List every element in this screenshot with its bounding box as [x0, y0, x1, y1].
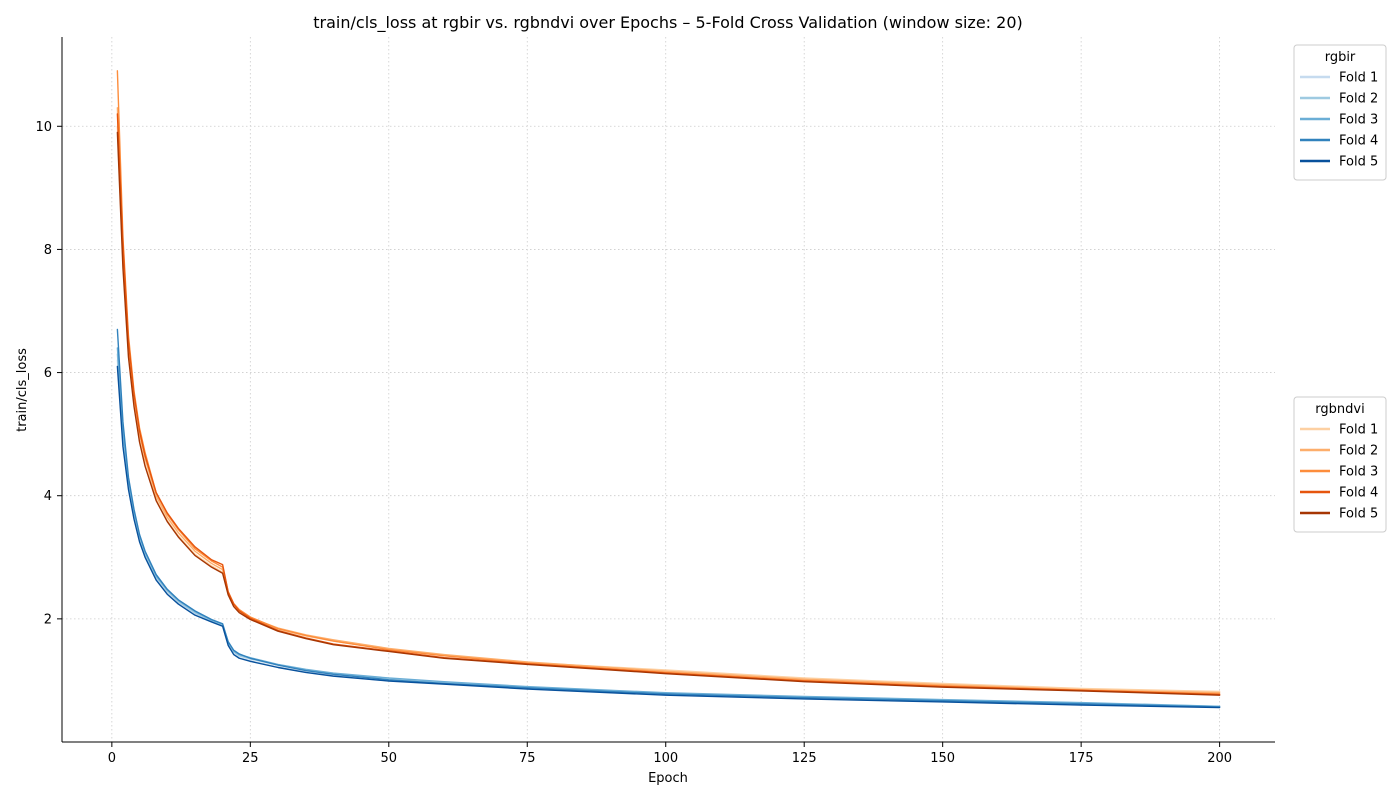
legend-box	[1293, 396, 1387, 533]
x-tick-label: 150	[930, 751, 955, 766]
x-tick-label: 200	[1207, 751, 1232, 766]
series-line-rgbir-5	[116, 365, 1221, 709]
y-axis-label: train/cls_loss	[15, 348, 30, 432]
series-line-rgbndvi-5	[116, 131, 1221, 696]
legend-entry-label: Fold 1	[1339, 423, 1378, 438]
x-tick-label: 175	[1069, 751, 1094, 766]
x-tick-label: 75	[519, 751, 536, 766]
x-axis-label: Epoch	[648, 771, 688, 786]
series-line-rgbndvi-1	[116, 125, 1221, 693]
x-tick-label: 25	[242, 751, 259, 766]
x-tick-label: 0	[108, 751, 116, 766]
legend-entry-label: Fold 2	[1339, 92, 1378, 107]
series-line-rgbndvi-2	[116, 107, 1221, 694]
legend-rgbndvi: rgbndvi Fold 1 Fold 2 Fold 3 Fold 4 Fold 5	[1293, 396, 1387, 533]
series-line-rgbir-2	[116, 353, 1221, 707]
series-line-rgbir-4	[116, 328, 1221, 708]
legend-title: rgbndvi	[1315, 402, 1364, 417]
x-tick-label: 100	[653, 751, 678, 766]
series-lines	[116, 70, 1221, 709]
y-tick-label: 6	[44, 366, 52, 381]
series-line-rgbndvi-4	[116, 113, 1221, 696]
x-tick-label: 125	[792, 751, 817, 766]
legend-entry-label: Fold 1	[1339, 71, 1378, 86]
legend-entry-label: Fold 5	[1339, 155, 1378, 170]
series-line-rgbndvi-3	[116, 70, 1221, 695]
legend-entry-label: Fold 3	[1339, 113, 1378, 128]
legend-entry-label: Fold 4	[1339, 134, 1378, 149]
grid	[62, 37, 1275, 742]
y-tick-label: 2	[44, 612, 52, 627]
legend-rgbir: rgbir Fold 1 Fold 2 Fold 3 Fold 4 Fold 5	[1293, 44, 1387, 181]
y-tick-label: 4	[44, 489, 52, 504]
legend-entry-label: Fold 3	[1339, 465, 1378, 480]
y-tick-label: 10	[35, 120, 52, 135]
series-line-rgbir-3	[116, 347, 1221, 707]
series-line-rgbir-1	[116, 359, 1221, 708]
legend-title: rgbir	[1325, 50, 1356, 65]
x-tick-label: 50	[381, 751, 398, 766]
ticks: 0 25 50 75 100 125 150 175 200 2 4 6 8 10	[35, 120, 1232, 766]
legend-box	[1293, 44, 1387, 181]
axes	[61, 37, 1275, 743]
legend-entry-label: Fold 5	[1339, 507, 1378, 522]
legend-entry-label: Fold 4	[1339, 486, 1378, 501]
legend-entry-label: Fold 2	[1339, 444, 1378, 459]
y-tick-label: 8	[44, 243, 52, 258]
chart-title: train/cls_loss at rgbir vs. rgbndvi over…	[313, 13, 1022, 33]
